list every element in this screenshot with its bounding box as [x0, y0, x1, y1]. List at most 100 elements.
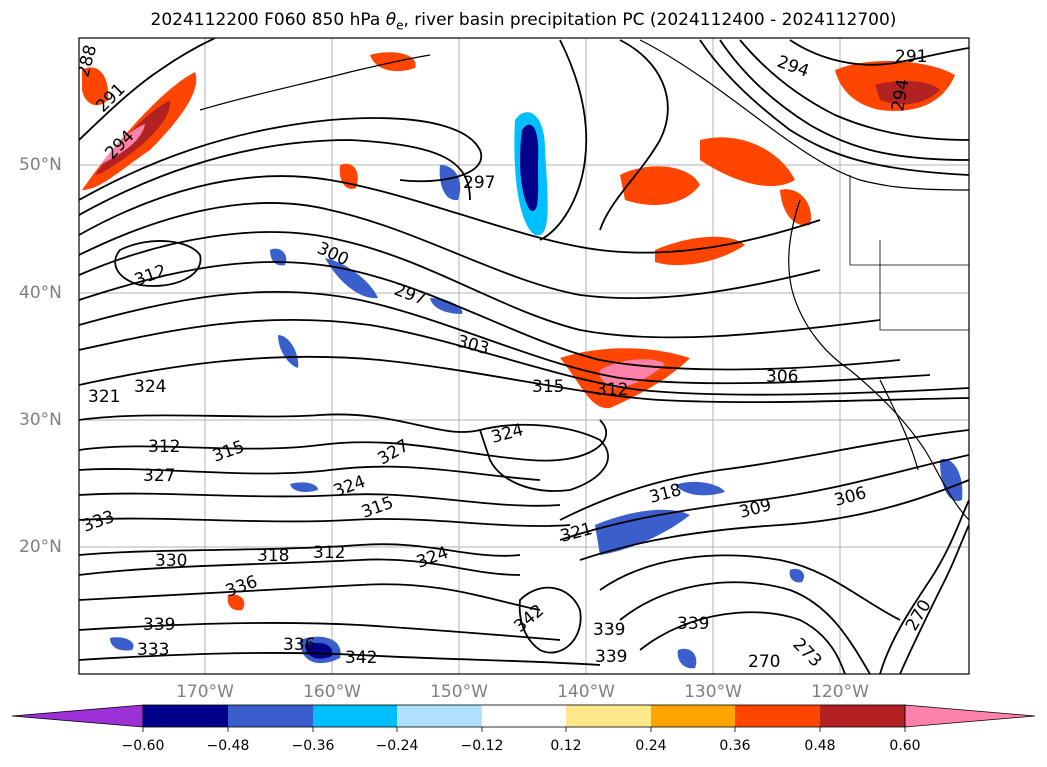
precip-negative-area [439, 165, 461, 201]
contour-line [518, 586, 582, 654]
colorbar-tick-label: −0.48 [206, 738, 250, 754]
contour-label: 321 [88, 387, 120, 407]
contour-label: 336 [283, 635, 315, 655]
contour-line [719, 39, 969, 161]
contour-line [79, 290, 931, 385]
colorbar-segment [651, 705, 735, 727]
coastline-us [788, 199, 969, 521]
contour-line [79, 139, 471, 216]
contour-line [478, 423, 609, 492]
coastline-alaska [199, 54, 431, 111]
precip-negative-area [305, 642, 333, 659]
precip-negative-area [278, 335, 299, 368]
title-theta: θ [385, 10, 397, 30]
contour-label: 312 [148, 437, 180, 457]
contour-label: 312 [313, 543, 345, 563]
contour-line [699, 39, 969, 176]
contour-line [79, 38, 216, 141]
contour-label: 339 [593, 620, 625, 640]
precip-negative-area [520, 124, 539, 211]
lat-label: 30°N [19, 410, 62, 430]
precip-positive-area [100, 124, 145, 165]
contour-line [879, 499, 969, 674]
contour-label: 312 [596, 380, 628, 400]
contour-line [79, 175, 821, 254]
lon-label: 150°W [430, 682, 488, 702]
contour-label: 306 [766, 367, 798, 387]
colorbar-segment [11, 704, 144, 728]
colorbar-segment [820, 705, 905, 727]
contour-label: 339 [595, 647, 627, 667]
lon-label: 160°W [303, 682, 361, 702]
lat-label: 50°N [19, 155, 62, 175]
contour-line [599, 554, 901, 621]
contour-label: 327 [143, 466, 175, 486]
precip-negative-area [595, 509, 690, 555]
precip-negative-area [940, 459, 963, 501]
contour-label: 315 [532, 377, 564, 397]
contour-label: 342 [345, 648, 377, 668]
contour-line [79, 231, 881, 339]
contour-label: 339 [143, 615, 175, 635]
contour-line [79, 413, 481, 433]
colorbar-tick-label: 0.24 [635, 738, 667, 754]
contour-line [79, 652, 601, 666]
contour-line [79, 465, 541, 481]
contour-label: 339 [677, 614, 709, 634]
precip-negative-area [677, 648, 697, 669]
map-content: 288 291 294 297 300 297 303 312 315 312 … [79, 38, 969, 674]
precip-positive-area [780, 189, 811, 226]
colorbar-segment [482, 705, 566, 727]
contour-line [559, 454, 969, 541]
contour-line [79, 318, 969, 396]
map-frame [78, 37, 970, 675]
contour-label: 297 [463, 173, 495, 193]
contour-line [79, 492, 561, 507]
contour-line [559, 429, 969, 521]
colorbar-outline [142, 704, 906, 728]
contour-line [79, 517, 571, 527]
contour-line [639, 611, 846, 674]
contour-line [79, 583, 541, 611]
precip-positive-area [82, 67, 109, 106]
colorbar-tick-label: −0.36 [291, 738, 335, 754]
colorbar-segment [397, 705, 482, 727]
contour-line [79, 117, 483, 201]
state-borders [849, 175, 969, 266]
contour-line [899, 524, 969, 674]
contour-line [79, 419, 607, 462]
contour-label: 270 [748, 652, 780, 672]
precip-negative-area [290, 482, 318, 492]
precip-positive-area [620, 166, 700, 205]
title-prefix: 2024112200 F060 850 hPa [150, 10, 386, 30]
colorbar-segment [735, 705, 820, 727]
colorbar-segment [566, 705, 651, 727]
contour-line [599, 39, 669, 231]
contour-line [79, 202, 821, 300]
contour-line [79, 355, 969, 404]
colorbar-segment [228, 705, 313, 727]
colorbar-tick-label: −0.24 [375, 738, 419, 754]
theta-e-contours [79, 38, 969, 674]
colorbar-tick-label: −0.12 [460, 738, 504, 754]
precip-negative-area [789, 568, 805, 583]
contour-line [579, 479, 969, 561]
contour-label: 330 [155, 551, 187, 571]
chart-title: 2024112200 F060 850 hPa θe, river basin … [0, 10, 1047, 32]
contour-label: 291 [895, 47, 927, 67]
contour-label: 333 [137, 640, 169, 660]
colorbar-segment [143, 705, 228, 727]
contour-line [79, 543, 521, 557]
lon-label: 170°W [176, 682, 234, 702]
contour-line [79, 261, 901, 371]
title-suffix: , river basin precipitation PC (20241124… [403, 10, 897, 30]
state-borders [879, 240, 969, 331]
colorbar-ticks [142, 727, 906, 732]
precip-positive-area [227, 594, 245, 611]
lon-label: 130°W [684, 682, 742, 702]
precip-positive-area [700, 137, 795, 187]
contour-label: 324 [134, 377, 166, 397]
title-subscript: e [396, 18, 404, 33]
